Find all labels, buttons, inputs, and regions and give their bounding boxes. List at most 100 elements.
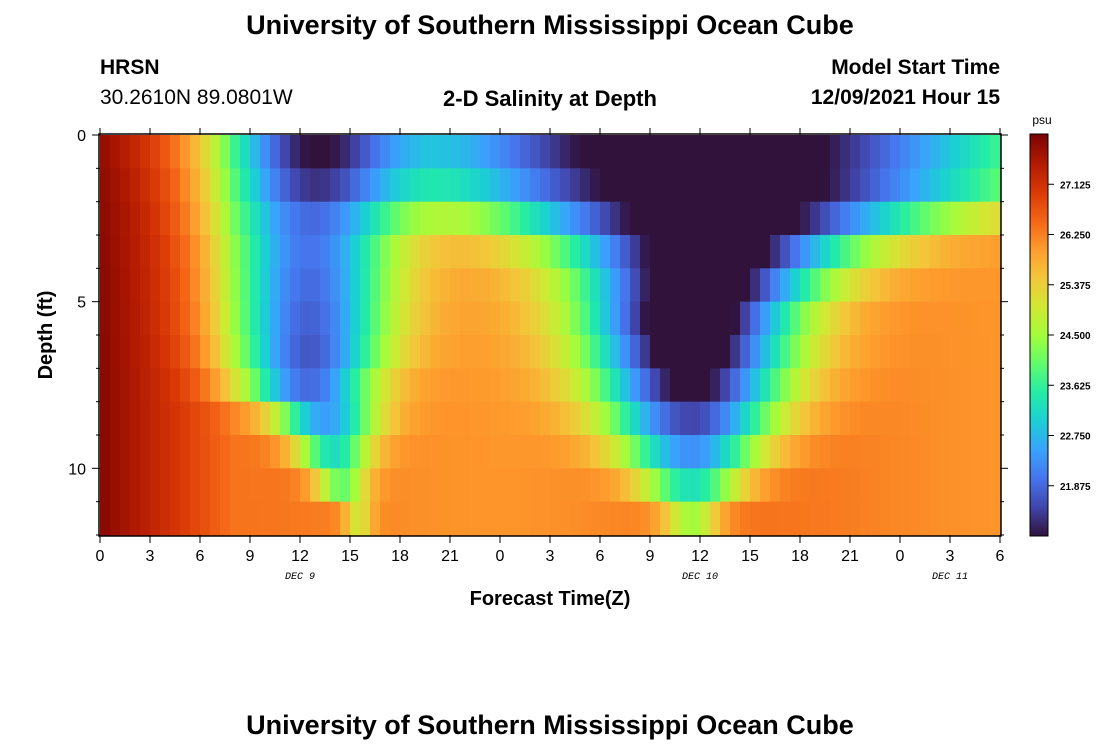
heatmap-cell: [410, 168, 421, 203]
heatmap-cell: [530, 401, 541, 436]
heatmap-cell: [630, 235, 641, 269]
heatmap-cell: [350, 468, 361, 503]
heatmap-cell: [910, 201, 921, 236]
heatmap-cell: [830, 268, 841, 303]
heatmap-cell: [850, 501, 861, 536]
heatmap-cell: [730, 335, 741, 369]
heatmap-cell: [290, 368, 301, 403]
heatmap-cell: [520, 368, 531, 403]
heatmap-cell: [560, 335, 571, 369]
heatmap-cell: [150, 301, 161, 336]
heatmap-cell: [620, 501, 631, 536]
heatmap-cell: [360, 235, 371, 269]
heatmap-cell: [280, 335, 291, 369]
colorbar: psu 21.875 22.750 23.625 24.500 25.375 26.250…: [1029, 113, 1091, 537]
heatmap-cell: [680, 335, 691, 369]
heatmap-cell: [780, 335, 791, 369]
heatmap-cell: [290, 168, 301, 203]
heatmap-cell: [890, 468, 901, 503]
heatmap-cell: [500, 235, 511, 269]
heatmap-cell: [710, 201, 721, 236]
heatmap-cell: [540, 135, 551, 169]
heatmap-cell: [910, 335, 921, 369]
heatmap-cell: [300, 168, 311, 203]
heatmap-cell: [460, 235, 471, 269]
heatmap-cell: [130, 401, 141, 436]
heatmap-cell: [570, 235, 581, 269]
heatmap-cell: [150, 235, 161, 269]
heatmap-cell: [410, 435, 421, 469]
heatmap-cell: [290, 301, 301, 336]
heatmap-cell: [320, 201, 331, 236]
heatmap-cell: [660, 368, 671, 403]
heatmap-cell: [110, 368, 121, 403]
heatmap-cell: [820, 301, 831, 336]
heatmap-cell: [350, 435, 361, 469]
heatmap-cell: [540, 335, 551, 369]
heatmap-cell: [710, 501, 721, 536]
heatmap-cell: [580, 468, 591, 503]
heatmap-cell: [650, 135, 661, 169]
heatmap-cell: [940, 468, 951, 503]
heatmap-cell: [600, 168, 611, 203]
heatmap-cell: [300, 401, 311, 436]
heatmap-cell: [580, 235, 591, 269]
heatmap-cell: [690, 301, 701, 336]
heatmap-cell: [740, 435, 751, 469]
heatmap-cell: [470, 468, 481, 503]
heatmap-cell: [100, 468, 111, 503]
heatmap-cell: [240, 168, 251, 203]
heatmap-cell: [510, 468, 521, 503]
heatmap-cell: [630, 135, 641, 169]
heatmap-cell: [950, 435, 961, 469]
heatmap-cell: [430, 201, 441, 236]
heatmap-cell: [560, 468, 571, 503]
heatmap-cell: [650, 235, 661, 269]
heatmap-cell: [730, 268, 741, 303]
heatmap-cell: [690, 468, 701, 503]
colorbar-tick-label: 25.375: [1060, 281, 1091, 292]
heatmap-cell: [480, 368, 491, 403]
heatmap-cell: [600, 468, 611, 503]
heatmap-cell: [210, 235, 221, 269]
x-tick-label: 0: [496, 548, 505, 565]
heatmap-cell: [870, 301, 881, 336]
heatmap-cell: [720, 335, 731, 369]
heatmap-cell: [860, 401, 871, 436]
heatmap-cell: [930, 135, 941, 169]
heatmap-cell: [840, 301, 851, 336]
heatmap-cell: [960, 468, 971, 503]
heatmap-cell: [560, 501, 571, 536]
heatmap-cell: [900, 501, 911, 536]
heatmap-cell: [310, 201, 321, 236]
heatmap-cell: [660, 201, 671, 236]
heatmap-cell: [970, 135, 981, 169]
heatmap-cell: [340, 168, 351, 203]
heatmap-cell: [590, 335, 601, 369]
heatmap-cell: [820, 268, 831, 303]
heatmap-cell: [920, 135, 931, 169]
x-tick-label: 18: [391, 548, 409, 565]
heatmap-cell: [810, 235, 821, 269]
heatmap-cell: [410, 135, 421, 169]
heatmap-cell: [160, 168, 171, 203]
heatmap-cell: [200, 235, 211, 269]
heatmap-cell: [630, 368, 641, 403]
heatmap-cell: [560, 435, 571, 469]
heatmap-cell: [830, 468, 841, 503]
heatmap-cell: [860, 268, 871, 303]
heatmap-cell: [810, 168, 821, 203]
heatmap-cell: [590, 401, 601, 436]
heatmap-cell: [500, 135, 511, 169]
heatmap-cell: [390, 435, 401, 469]
heatmap-cell: [500, 368, 511, 403]
x-tick-label: 9: [246, 548, 255, 565]
heatmap-cell: [460, 168, 471, 203]
heatmap-cell: [170, 368, 181, 403]
heatmap-cell: [470, 501, 481, 536]
heatmap-cell: [690, 501, 701, 536]
heatmap-cell: [230, 135, 241, 169]
heatmap-cell: [270, 468, 281, 503]
heatmap-cell: [740, 335, 751, 369]
heatmap-cell: [290, 435, 301, 469]
